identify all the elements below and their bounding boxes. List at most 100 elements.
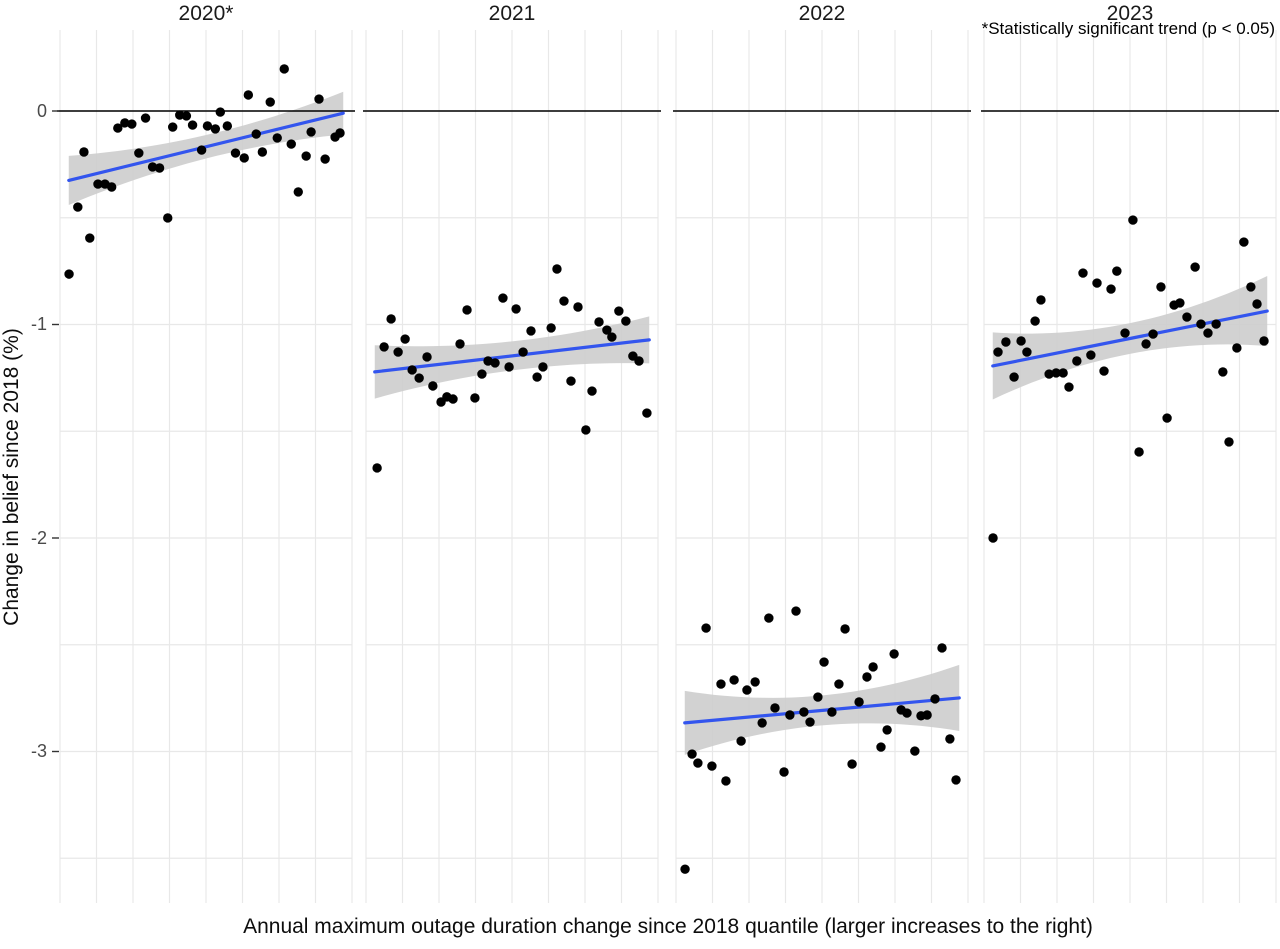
data-point [64, 269, 74, 279]
data-point [393, 347, 403, 357]
data-point [552, 264, 562, 274]
data-point [1224, 437, 1234, 447]
data-point [621, 316, 631, 326]
data-point [518, 347, 528, 357]
data-point [587, 386, 597, 396]
y-tick-label-2: -2 [30, 528, 47, 548]
data-point [293, 187, 303, 197]
data-point [729, 675, 739, 685]
data-point [1022, 347, 1032, 357]
data-point [372, 463, 382, 473]
data-point [937, 643, 947, 653]
data-point [930, 694, 940, 704]
data-point [1016, 336, 1026, 346]
data-point [196, 145, 207, 155]
data-point [504, 362, 514, 372]
facet-title-2022: 2022 [798, 2, 846, 25]
data-point [1092, 278, 1102, 288]
data-point [687, 749, 697, 759]
data-point [1058, 368, 1068, 378]
data-point [239, 153, 249, 163]
data-point [448, 394, 458, 404]
trend-line [67, 111, 345, 182]
data-point [134, 148, 144, 158]
data-point [1246, 282, 1256, 292]
trend-line [991, 309, 1269, 368]
data-point [181, 111, 192, 121]
data-point [301, 151, 311, 161]
data-point [85, 233, 95, 243]
data-point [210, 124, 221, 134]
data-point [757, 718, 767, 728]
data-point [490, 358, 500, 368]
data-point [1044, 369, 1054, 379]
data-point [799, 707, 809, 717]
data-point [320, 154, 330, 164]
data-point [414, 373, 424, 383]
data-point [882, 725, 892, 735]
data-point [1141, 339, 1151, 349]
data-point [1134, 447, 1144, 457]
data-point [222, 121, 233, 131]
data-point [1064, 382, 1074, 392]
data-point [215, 107, 226, 117]
data-point [742, 685, 752, 695]
data-point [386, 314, 396, 324]
data-point [455, 339, 465, 349]
data-point [840, 624, 850, 634]
data-point [854, 697, 864, 707]
data-point [511, 304, 521, 314]
data-point [614, 306, 624, 316]
data-point [1175, 298, 1185, 308]
y-axis-title: Change in belief since 2018 (%) [0, 328, 23, 626]
data-point [1051, 368, 1061, 378]
data-point [693, 758, 703, 768]
data-point [279, 64, 289, 74]
data-point [889, 649, 899, 659]
data-point [581, 425, 591, 435]
data-point [163, 213, 173, 223]
data-point [265, 97, 275, 107]
facet-title-2023: 2023 [1106, 2, 1154, 25]
data-point [770, 703, 780, 713]
data-point [187, 120, 198, 130]
facet-title-2020: 2020* [178, 2, 234, 25]
data-point [335, 128, 345, 138]
data-point [470, 393, 480, 403]
data-point [1182, 312, 1192, 322]
data-point [813, 692, 823, 702]
trend-line [683, 696, 961, 725]
data-point [140, 113, 151, 123]
data-point [1099, 366, 1109, 376]
data-point [1211, 319, 1221, 329]
data-point [407, 365, 417, 375]
data-point [272, 133, 282, 143]
data-point [106, 182, 117, 192]
trend-line [373, 338, 651, 374]
data-point [79, 147, 89, 157]
facet-title-2021: 2021 [488, 2, 536, 25]
data-point [1086, 350, 1096, 360]
data-point [1259, 336, 1269, 346]
data-point [1001, 337, 1011, 347]
data-point [314, 94, 324, 104]
data-point [400, 334, 410, 344]
data-point [1252, 299, 1262, 309]
y-tick-label-3: -3 [30, 741, 47, 761]
data-point [716, 679, 726, 689]
data-point [422, 352, 432, 362]
data-point [498, 293, 508, 303]
data-point [847, 759, 857, 769]
data-point [546, 323, 556, 333]
data-point [477, 369, 487, 379]
data-point [1112, 266, 1122, 276]
data-point [902, 708, 912, 718]
data-point [607, 332, 617, 342]
data-point [736, 736, 746, 746]
data-point [910, 746, 920, 756]
data-point [1106, 284, 1116, 294]
data-point [113, 123, 123, 133]
y-tick-label-1: -1 [30, 314, 47, 334]
data-point [1128, 215, 1138, 225]
